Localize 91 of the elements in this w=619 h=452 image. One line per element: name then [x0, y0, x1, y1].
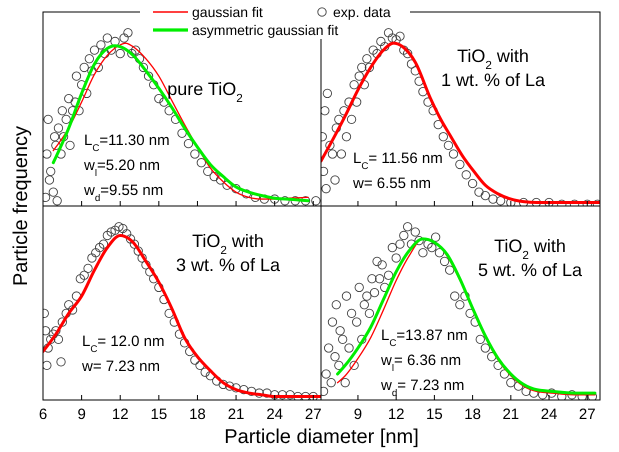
- point: [462, 170, 471, 180]
- point: [224, 381, 234, 391]
- point: [134, 246, 143, 256]
- point: [384, 28, 394, 38]
- point: [330, 175, 340, 185]
- legend-label: asymmetric gaussian fit: [192, 22, 338, 38]
- point: [83, 264, 93, 274]
- x-tick-label: 15: [426, 406, 443, 423]
- legend-label: gaussian fit: [192, 4, 263, 20]
- point: [321, 184, 331, 194]
- point: [357, 62, 366, 72]
- point: [376, 36, 386, 46]
- x-tick-label: 21: [228, 406, 244, 423]
- point: [395, 32, 405, 41]
- x-tick-label: 9: [77, 406, 86, 423]
- point: [388, 33, 397, 43]
- x-tick-label: 9: [354, 406, 362, 423]
- point: [336, 149, 346, 159]
- point: [455, 160, 465, 170]
- point: [68, 305, 78, 315]
- point: [110, 226, 120, 235]
- x-axis-title: Particle diameter [nm]: [224, 426, 419, 448]
- x-tick-label: 6: [38, 406, 48, 423]
- point: [43, 360, 52, 370]
- annotation: L$_{C}$=13.87 nm: [381, 327, 468, 348]
- point: [102, 230, 112, 240]
- x-tick-label: 18: [464, 406, 481, 423]
- annotation: L$_{C}$= 11.56 nm: [353, 150, 443, 172]
- x-tick-label: 24: [540, 406, 558, 423]
- point: [480, 190, 490, 200]
- point: [474, 187, 484, 197]
- x-tick-label: 24: [266, 406, 284, 423]
- point: [46, 334, 56, 344]
- annotation: w= 7.23 nm: [81, 358, 160, 375]
- annotation: L$_{C}$= 12.0 nm: [82, 333, 165, 354]
- point: [349, 80, 359, 90]
- annotation: w$_{d}$=9.55 nm: [83, 182, 164, 204]
- point: [126, 234, 136, 244]
- annotation: w= 6.55 nm: [352, 175, 431, 192]
- point: [54, 334, 64, 344]
- point: [325, 140, 335, 150]
- point: [76, 274, 85, 284]
- point: [56, 357, 66, 367]
- point: [106, 227, 116, 237]
- annotation: w$_{d}$= 7.23 nm: [380, 377, 464, 398]
- text: pure TiO$_{2}$: [167, 79, 243, 104]
- point: [468, 178, 478, 188]
- x-tick-label: 15: [150, 406, 168, 423]
- point: [402, 48, 412, 58]
- point: [321, 106, 330, 116]
- point: [448, 149, 458, 159]
- x-tick-label: 27: [304, 406, 322, 423]
- annotation: w$_{l}$=5.20 nm: [83, 157, 160, 178]
- text: TiO$_{2}$ with 3 wt. % of La: [176, 231, 282, 275]
- point: [94, 242, 104, 252]
- point: [322, 88, 332, 98]
- point: [438, 132, 448, 142]
- x-tick-label: 18: [189, 406, 206, 423]
- point: [58, 317, 67, 327]
- x-tick-label: 21: [502, 406, 520, 423]
- legend-label: exp. data: [333, 4, 391, 20]
- point: [87, 253, 97, 263]
- point: [496, 196, 506, 206]
- point: [254, 388, 264, 398]
- point: [91, 248, 100, 258]
- point: [98, 239, 108, 249]
- point: [342, 132, 352, 142]
- annotation: w$_{l}$= 6.36 nm: [380, 352, 462, 374]
- point: [118, 224, 128, 234]
- point: [137, 253, 147, 263]
- point: [51, 326, 61, 336]
- x-tick-label: 27: [578, 406, 596, 423]
- point: [354, 71, 364, 81]
- point: [346, 114, 356, 124]
- annotation: L$_{C}$=11.30 nm: [84, 132, 170, 154]
- point: [80, 270, 89, 280]
- point: [444, 140, 454, 150]
- point: [44, 343, 53, 353]
- point: [130, 239, 140, 249]
- point: [328, 149, 338, 159]
- point: [114, 222, 124, 232]
- point: [488, 194, 498, 204]
- point: [64, 300, 74, 310]
- text: TiO$_{2}$ with 1 wt. % of La: [440, 46, 546, 90]
- point: [362, 54, 372, 64]
- text: TiO$_{2}$ with 5 wt. % of La: [478, 236, 584, 280]
- point: [380, 42, 390, 52]
- point: [368, 45, 378, 55]
- x-tick-label: 12: [388, 406, 405, 423]
- x-tick-label: 12: [112, 406, 129, 423]
- y-axis-title: Particle frequency: [10, 126, 32, 286]
